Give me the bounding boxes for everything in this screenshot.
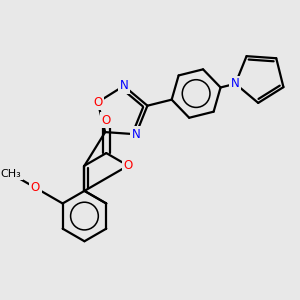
- Text: N: N: [119, 80, 128, 92]
- Text: O: O: [102, 114, 111, 127]
- Text: CH₃: CH₃: [1, 169, 21, 178]
- Text: N: N: [231, 77, 240, 90]
- Text: N: N: [131, 128, 140, 141]
- Text: O: O: [31, 181, 40, 194]
- Text: O: O: [93, 96, 102, 109]
- Text: O: O: [124, 159, 133, 172]
